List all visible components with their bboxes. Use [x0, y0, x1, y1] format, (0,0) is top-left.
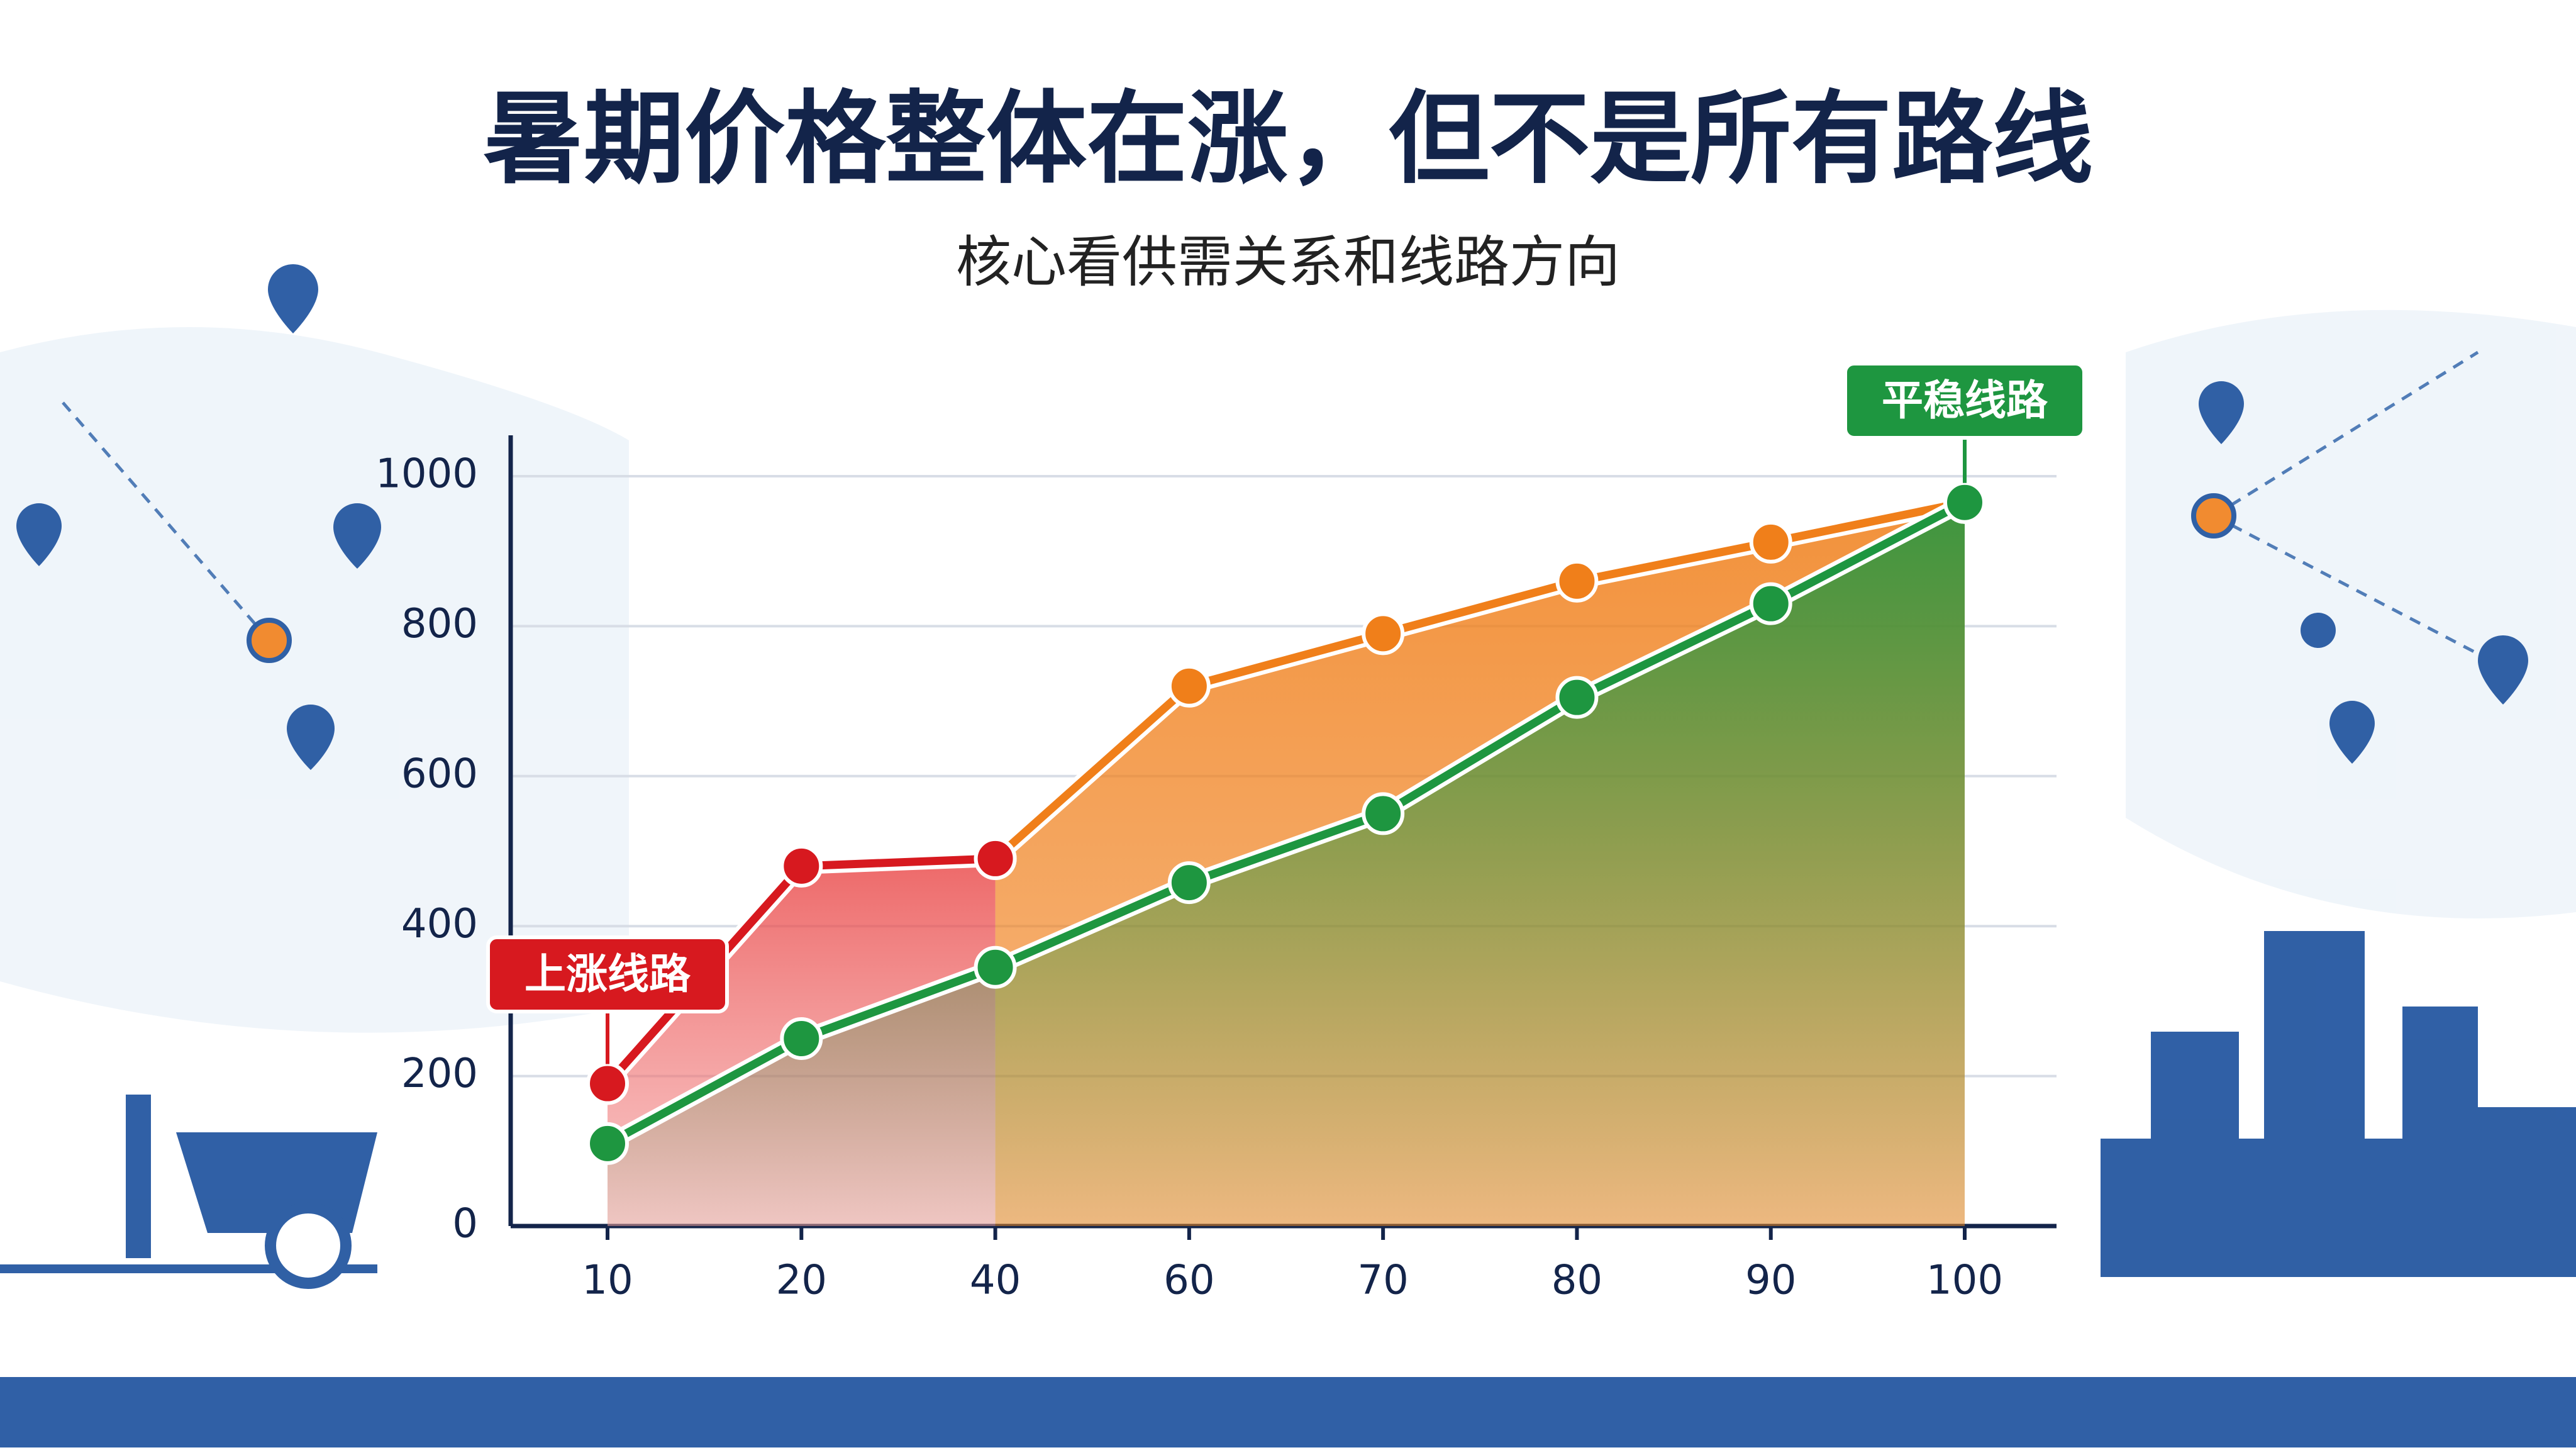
y-tick-label: 1000 — [375, 451, 478, 498]
point — [586, 1122, 629, 1165]
x-tick-label: 100 — [1926, 1258, 2003, 1304]
point — [974, 945, 1017, 989]
x-tick-label: 40 — [970, 1258, 1021, 1304]
y-tick-label: 200 — [401, 1051, 478, 1097]
x-tick-label: 10 — [582, 1258, 633, 1304]
x-tick-label: 80 — [1552, 1258, 1602, 1304]
point — [1749, 520, 1792, 564]
line — [992, 498, 1966, 862]
y-tick-label: 400 — [401, 901, 478, 947]
point — [1555, 559, 1599, 603]
y-tick-label: 600 — [401, 750, 478, 797]
callout-box — [486, 935, 729, 1013]
point — [780, 1017, 823, 1060]
chart-subtitle: 核心看供需关系和线路方向 — [956, 230, 1620, 294]
x-tick-label: 90 — [1745, 1258, 1796, 1304]
x-tick-label: 60 — [1163, 1258, 1214, 1304]
chart-title: 暑期价格整体在涨，但不是所有路线 — [483, 80, 2093, 198]
callout-label: 上涨线路 — [525, 950, 691, 998]
point — [1167, 664, 1211, 708]
background-decoration — [0, 264, 2576, 1447]
callout-label: 平稳线路 — [1882, 376, 2048, 425]
x-tick-label: 70 — [1357, 1258, 1408, 1304]
point — [1749, 582, 1792, 625]
x-tick-label: 20 — [776, 1258, 827, 1304]
callout-box — [1843, 362, 2086, 440]
y-tick-label: 0 — [452, 1201, 478, 1247]
point — [1555, 676, 1599, 719]
point — [1362, 612, 1405, 655]
plot: 0 200 400 600 800 1000 10 20 40 60 70 80 90 100 上涨线路 平稳… — [375, 362, 2086, 1304]
area — [608, 502, 1965, 1226]
line — [605, 498, 1967, 1147]
point — [1362, 792, 1405, 835]
point — [1943, 481, 1986, 524]
point — [780, 844, 823, 888]
y-tick-label: 800 — [401, 601, 478, 647]
point — [1167, 861, 1211, 905]
point — [974, 837, 1017, 880]
point — [586, 1062, 629, 1105]
